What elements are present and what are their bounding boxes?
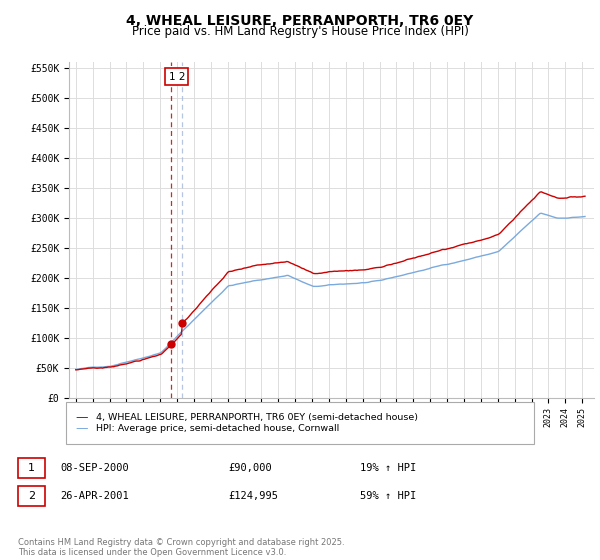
Text: 19% ↑ HPI: 19% ↑ HPI bbox=[360, 463, 416, 473]
Text: 1: 1 bbox=[28, 463, 35, 473]
Text: —: — bbox=[75, 410, 88, 424]
Text: 26-APR-2001: 26-APR-2001 bbox=[60, 491, 129, 501]
Text: Price paid vs. HM Land Registry's House Price Index (HPI): Price paid vs. HM Land Registry's House … bbox=[131, 25, 469, 38]
Text: 4, WHEAL LEISURE, PERRANPORTH, TR6 0EY (semi-detached house): 4, WHEAL LEISURE, PERRANPORTH, TR6 0EY (… bbox=[96, 413, 418, 422]
Text: —: — bbox=[75, 422, 88, 435]
Text: 59% ↑ HPI: 59% ↑ HPI bbox=[360, 491, 416, 501]
Text: 1 2: 1 2 bbox=[169, 72, 185, 82]
Text: £90,000: £90,000 bbox=[228, 463, 272, 473]
Text: 2: 2 bbox=[28, 491, 35, 501]
Text: Contains HM Land Registry data © Crown copyright and database right 2025.
This d: Contains HM Land Registry data © Crown c… bbox=[18, 538, 344, 557]
Text: 08-SEP-2000: 08-SEP-2000 bbox=[60, 463, 129, 473]
Text: 4, WHEAL LEISURE, PERRANPORTH, TR6 0EY: 4, WHEAL LEISURE, PERRANPORTH, TR6 0EY bbox=[127, 14, 473, 28]
Text: HPI: Average price, semi-detached house, Cornwall: HPI: Average price, semi-detached house,… bbox=[96, 424, 339, 433]
Text: £124,995: £124,995 bbox=[228, 491, 278, 501]
